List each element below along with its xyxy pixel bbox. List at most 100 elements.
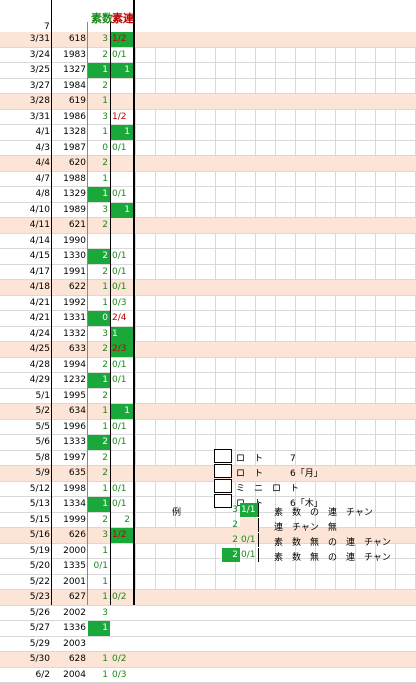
prime-count-cell[interactable]: 1 <box>88 621 110 636</box>
date-cell[interactable]: 3/31 <box>0 34 50 44</box>
date-cell[interactable]: 3/27 <box>0 81 50 91</box>
prime-count-cell[interactable]: 2 <box>88 466 110 481</box>
prime-streak-cell[interactable] <box>111 606 133 621</box>
number-cell[interactable]: 1329 <box>52 189 86 199</box>
number-cell[interactable]: 1994 <box>52 360 86 370</box>
prime-count-cell[interactable]: 3 <box>88 327 110 342</box>
prime-count-cell[interactable]: 1 <box>88 482 110 497</box>
number-cell[interactable]: 626 <box>52 530 86 540</box>
number-cell[interactable]: 2001 <box>52 577 86 587</box>
date-cell[interactable]: 5/22 <box>0 577 50 587</box>
prime-streak-cell[interactable]: 1 <box>111 327 133 342</box>
prime-count-cell[interactable]: 3 <box>88 32 110 47</box>
prime-streak-cell[interactable]: 0/1 <box>111 482 133 497</box>
date-cell[interactable]: 5/6 <box>0 437 50 447</box>
prime-streak-cell[interactable]: 0/1 <box>111 497 133 512</box>
prime-count-cell[interactable] <box>88 637 110 652</box>
date-cell[interactable]: 4/15 <box>0 251 50 261</box>
prime-streak-cell[interactable] <box>111 234 133 249</box>
prime-streak-cell[interactable] <box>111 544 133 559</box>
prime-count-cell[interactable]: 2 <box>88 342 110 357</box>
prime-streak-cell[interactable] <box>111 559 133 574</box>
date-cell[interactable]: 4/4 <box>0 158 50 168</box>
date-cell[interactable]: 4/1 <box>0 127 50 137</box>
number-cell[interactable]: 618 <box>52 34 86 44</box>
prime-count-cell[interactable]: 2 <box>88 358 110 373</box>
number-cell[interactable]: 635 <box>52 468 86 478</box>
date-cell[interactable]: 4/10 <box>0 205 50 215</box>
prime-count-cell[interactable]: 3 <box>88 528 110 543</box>
prime-streak-cell[interactable]: 0/3 <box>111 296 133 311</box>
date-cell[interactable]: 5/13 <box>0 499 50 509</box>
prime-count-cell[interactable]: 1 <box>88 94 110 109</box>
prime-streak-cell[interactable]: 1 <box>111 404 133 419</box>
prime-streak-cell[interactable] <box>111 575 133 590</box>
prime-count-cell[interactable]: 1 <box>88 63 110 78</box>
prime-count-cell[interactable]: 1 <box>88 668 110 683</box>
date-cell[interactable]: 4/24 <box>0 329 50 339</box>
number-cell[interactable]: 619 <box>52 96 86 106</box>
number-cell[interactable]: 1998 <box>52 484 86 494</box>
prime-count-cell[interactable]: 2 <box>88 156 110 171</box>
number-cell[interactable]: 1992 <box>52 298 86 308</box>
prime-streak-cell[interactable]: 0/1 <box>111 420 133 435</box>
number-cell[interactable]: 1983 <box>52 50 86 60</box>
number-cell[interactable]: 1991 <box>52 267 86 277</box>
number-cell[interactable]: 1987 <box>52 143 86 153</box>
number-cell[interactable]: 1333 <box>52 437 86 447</box>
number-cell[interactable]: 2004 <box>52 670 86 680</box>
number-cell[interactable]: 628 <box>52 654 86 664</box>
prime-streak-cell[interactable]: 0/1 <box>111 141 133 156</box>
number-cell[interactable]: 1332 <box>52 329 86 339</box>
date-cell[interactable]: 5/26 <box>0 608 50 618</box>
number-cell[interactable]: 633 <box>52 344 86 354</box>
prime-streak-cell[interactable]: 2/3 <box>111 342 133 357</box>
prime-streak-cell[interactable]: 1/2 <box>111 110 133 125</box>
date-cell[interactable]: 4/14 <box>0 236 50 246</box>
prime-count-cell[interactable]: 1 <box>88 125 110 140</box>
prime-count-cell[interactable]: 0 <box>88 311 110 326</box>
prime-streak-cell[interactable]: 2/4 <box>111 311 133 326</box>
date-cell[interactable]: 5/19 <box>0 546 50 556</box>
number-cell[interactable]: 1997 <box>52 453 86 463</box>
prime-streak-cell[interactable] <box>111 621 133 636</box>
prime-streak-cell[interactable]: 0/1 <box>111 373 133 388</box>
prime-count-cell[interactable]: 3 <box>88 110 110 125</box>
prime-streak-cell[interactable] <box>111 156 133 171</box>
prime-count-cell[interactable] <box>88 234 110 249</box>
prime-count-cell[interactable]: 1 <box>88 187 110 202</box>
prime-streak-cell[interactable]: 0/1 <box>111 358 133 373</box>
number-cell[interactable]: 1232 <box>52 375 86 385</box>
number-cell[interactable]: 1984 <box>52 81 86 91</box>
number-cell[interactable]: 1331 <box>52 313 86 323</box>
prime-count-cell[interactable]: 3 <box>88 203 110 218</box>
prime-streak-cell[interactable]: 0/1 <box>111 48 133 63</box>
prime-count-cell[interactable]: 2 <box>88 249 110 264</box>
number-cell[interactable]: 1988 <box>52 174 86 184</box>
prime-streak-cell[interactable]: 0/2 <box>111 652 133 667</box>
prime-count-cell[interactable]: 2 <box>88 451 110 466</box>
date-cell[interactable]: 5/9 <box>0 468 50 478</box>
date-cell[interactable]: 3/28 <box>0 96 50 106</box>
number-cell[interactable]: 2000 <box>52 546 86 556</box>
